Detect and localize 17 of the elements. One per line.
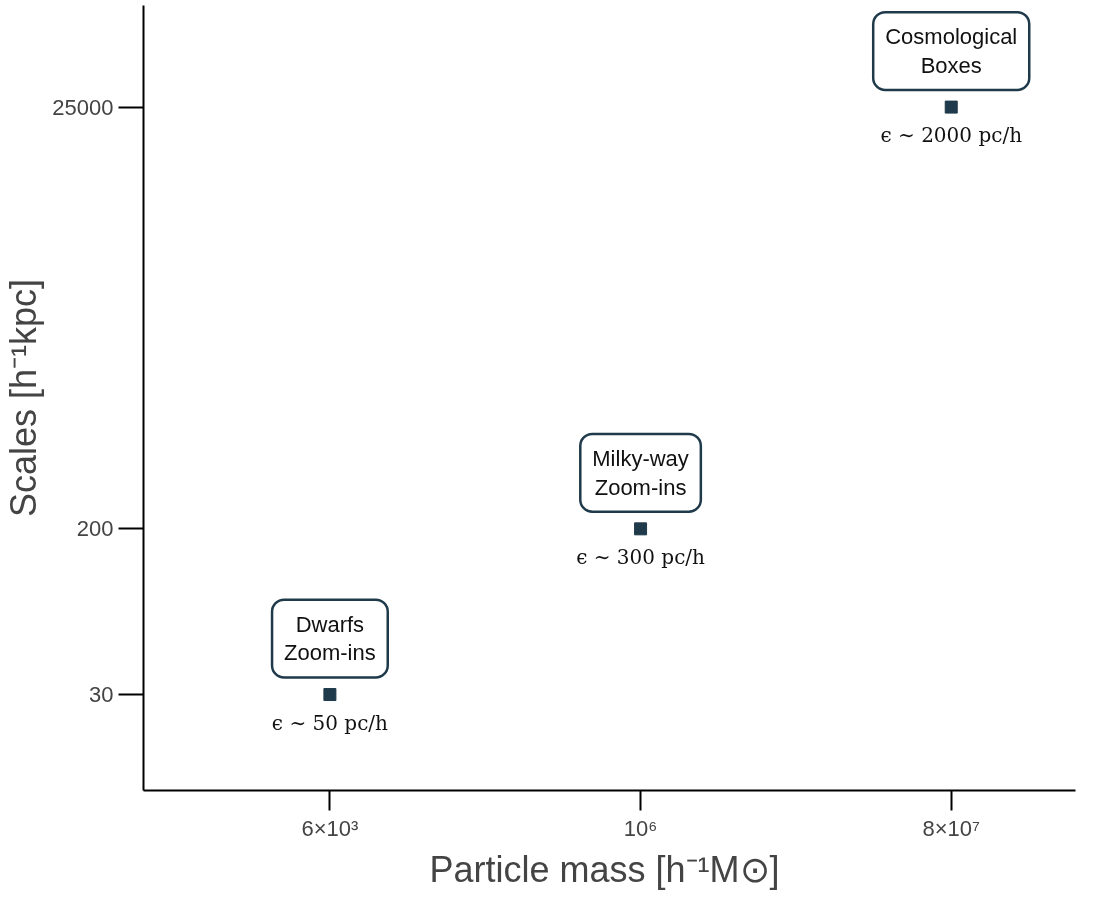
text: Milky-way Zoom-ins [592, 445, 689, 500]
x-tick-label: 8×10⁷ [922, 815, 981, 841]
text: Dwarfs Zoom-ins [284, 611, 376, 666]
y-tick-label: 25000 [52, 94, 114, 120]
annotation: ϵ ∼ 300 pc/h [576, 544, 706, 569]
point [944, 100, 958, 114]
annotation: ϵ ∼ 2000 pc/h [880, 123, 1023, 148]
y-tick-label: 30 [89, 682, 114, 708]
y-tick-label: 200 [76, 516, 114, 542]
text: Cosmological Boxes [885, 24, 1018, 78]
y-axis-title: Scales [h⁻¹kpc] [3, 278, 45, 518]
annotation: ϵ ∼ 50 pc/h [271, 710, 389, 735]
point [323, 688, 337, 702]
x-tick-label: 10⁶ [623, 815, 658, 841]
x-tick-label: 6×10³ [301, 815, 359, 841]
point [634, 522, 648, 536]
x-axis-title: Particle mass [h⁻¹M⊙] [429, 848, 780, 890]
